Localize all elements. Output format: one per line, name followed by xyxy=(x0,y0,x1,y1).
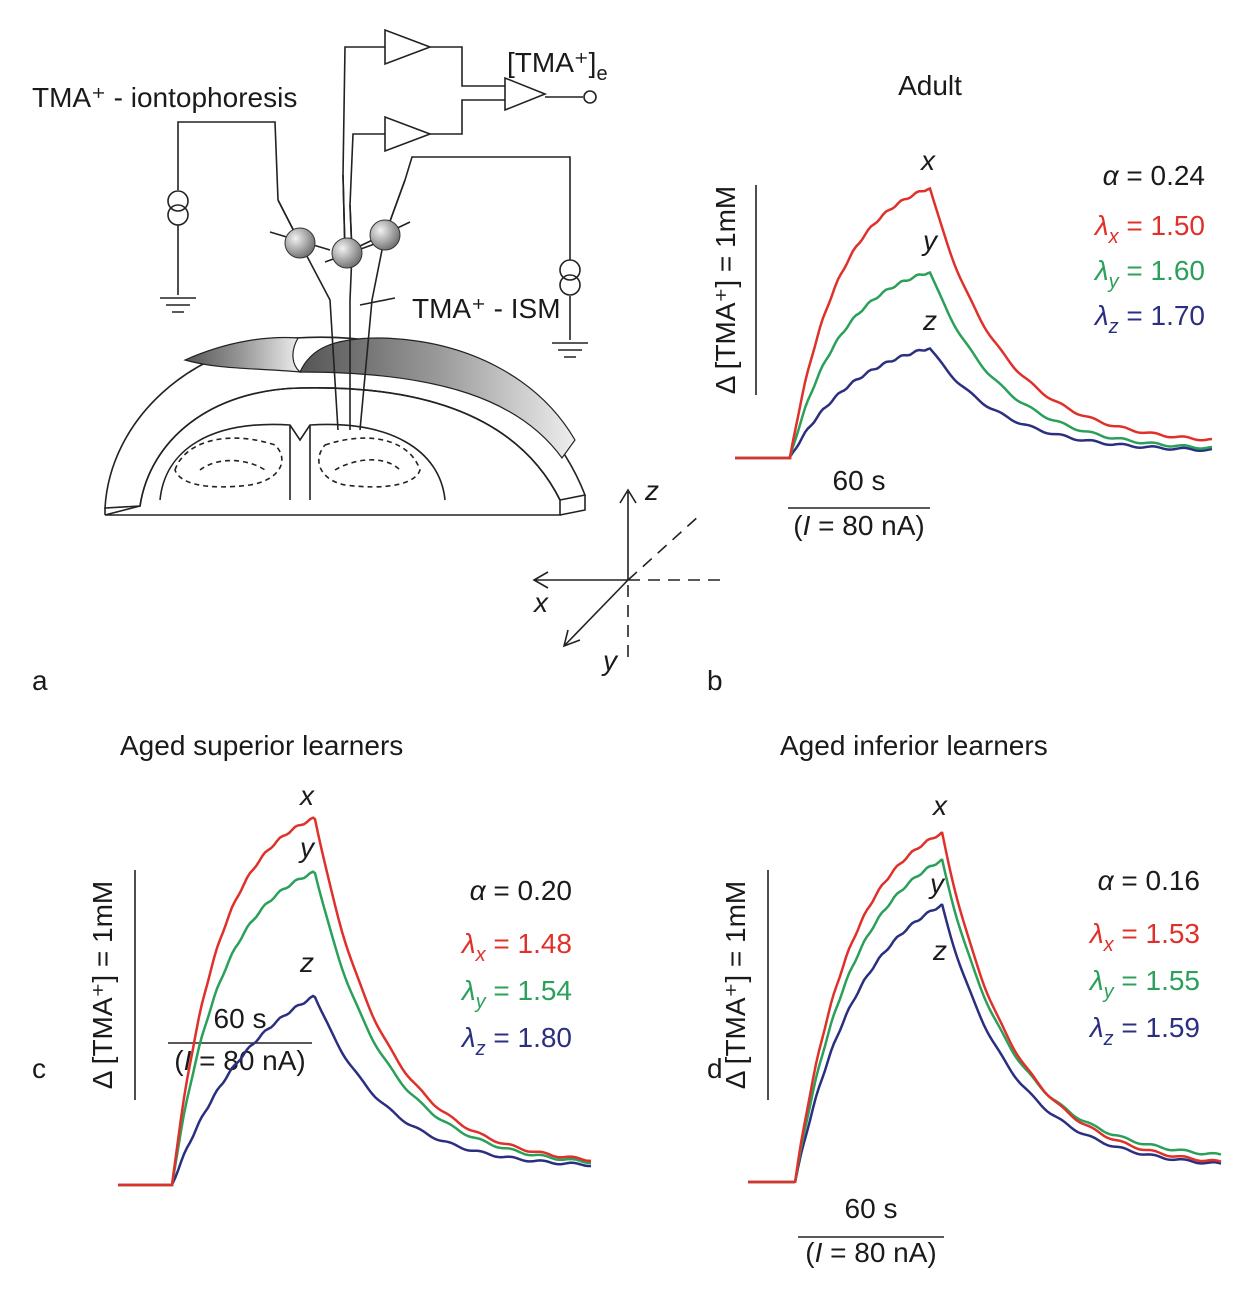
parameter: λy = 1.60 xyxy=(1093,255,1205,293)
trace xyxy=(118,816,592,1187)
scale-label: Δ [TMA⁺] = 1mM xyxy=(720,881,751,1090)
time-label: 60 s xyxy=(214,1003,267,1034)
current-label: (I = 80 nA) xyxy=(174,1045,306,1076)
trace xyxy=(118,994,591,1187)
scale-label: Δ [TMA⁺] = 1mM xyxy=(87,881,118,1090)
output-sub: e xyxy=(596,63,607,85)
scale-label: Δ [TMA⁺] = 1mM xyxy=(710,186,741,395)
iontophoresis-label: TMA⁺ - iontophoresis xyxy=(32,82,297,113)
panel-label: c xyxy=(32,1053,46,1084)
time-label: 60 s xyxy=(845,1193,898,1224)
param-sub: y xyxy=(474,991,487,1013)
param-text: = 1.53 xyxy=(1114,918,1200,949)
parameter: α = 0.16 xyxy=(1098,865,1200,896)
param-text: = 1.59 xyxy=(1114,1012,1200,1043)
param-symbol: λ xyxy=(460,928,476,959)
parameter: λz = 1.80 xyxy=(460,1022,572,1060)
parameter: λy = 1.55 xyxy=(1088,965,1200,1003)
parameter: α = 0.24 xyxy=(1103,160,1205,191)
param-symbol: α xyxy=(1098,865,1115,896)
param-sub: x xyxy=(1103,934,1115,956)
axis-label: z xyxy=(644,475,659,506)
trace xyxy=(748,903,1222,1184)
trace xyxy=(748,858,1222,1184)
param-sub: y xyxy=(1102,981,1115,1003)
param-symbol: α xyxy=(470,875,487,906)
trace-label: z xyxy=(299,947,314,978)
current-label: (I = 80 nA) xyxy=(793,510,925,541)
current-part: ( xyxy=(174,1045,184,1076)
param-text: = 1.70 xyxy=(1119,300,1205,331)
trace-label: x xyxy=(298,780,315,811)
current-part: = 80 nA) xyxy=(191,1045,305,1076)
param-text: = 0.20 xyxy=(486,875,572,906)
panel-title: Aged inferior learners xyxy=(780,730,1048,761)
panel-title: Adult xyxy=(898,70,962,101)
param-symbol: λ xyxy=(460,1022,476,1053)
panel-label: d xyxy=(707,1053,723,1084)
parameter: λz = 1.59 xyxy=(1088,1012,1200,1050)
trace xyxy=(735,347,1213,460)
param-text: = 0.24 xyxy=(1119,160,1205,191)
param-sub: y xyxy=(1107,271,1120,293)
param-symbol: λ xyxy=(460,975,476,1006)
current-label: (I = 80 nA) xyxy=(805,1237,937,1268)
panel-label: a xyxy=(32,665,48,696)
current-part: ( xyxy=(793,510,803,541)
current-part: = 80 nA) xyxy=(822,1237,936,1268)
parameter: λx = 1.53 xyxy=(1088,918,1200,956)
trace xyxy=(735,270,1213,460)
param-text: = 1.55 xyxy=(1114,965,1200,996)
time-label: 60 s xyxy=(833,465,886,496)
output-main: [TMA⁺] xyxy=(507,47,596,78)
trace-label: y xyxy=(921,225,939,256)
param-text: = 1.54 xyxy=(486,975,572,1006)
current-part: I xyxy=(815,1237,823,1268)
panel-a-diagram xyxy=(104,28,720,660)
parameter: α = 0.20 xyxy=(470,875,572,906)
param-symbol: α xyxy=(1103,160,1120,191)
parameter: λx = 1.48 xyxy=(460,928,572,966)
param-symbol: λ xyxy=(1093,300,1109,331)
trace xyxy=(735,186,1213,460)
param-sub: x xyxy=(1108,226,1120,248)
param-text: = 1.48 xyxy=(486,928,572,959)
axis-label: x xyxy=(532,587,549,618)
trace xyxy=(118,870,591,1187)
trace-label: y xyxy=(928,868,946,899)
parameter: λz = 1.70 xyxy=(1093,300,1205,338)
panel-title: Aged superior learners xyxy=(120,730,403,761)
ism-label: TMA⁺ - ISM xyxy=(412,293,561,324)
param-text: = 1.60 xyxy=(1119,255,1205,286)
panel-label: b xyxy=(707,665,723,696)
current-part: ( xyxy=(805,1237,815,1268)
parameter: λy = 1.54 xyxy=(460,975,572,1013)
current-part: = 80 nA) xyxy=(810,510,924,541)
parameter: λx = 1.50 xyxy=(1093,210,1205,248)
trace-label: z xyxy=(932,935,947,966)
param-symbol: λ xyxy=(1093,255,1109,286)
param-sub: z xyxy=(1103,1028,1114,1050)
param-sub: z xyxy=(475,1038,486,1060)
trace xyxy=(748,831,1222,1184)
param-sub: z xyxy=(1108,316,1119,338)
param-sub: x xyxy=(475,944,487,966)
param-symbol: λ xyxy=(1093,210,1109,241)
trace-label: y xyxy=(298,832,316,863)
param-symbol: λ xyxy=(1088,1012,1104,1043)
param-text: = 1.80 xyxy=(486,1022,572,1053)
axis-label: y xyxy=(601,645,619,676)
param-symbol: λ xyxy=(1088,965,1104,996)
param-text: = 1.50 xyxy=(1119,210,1205,241)
trace-label: x xyxy=(931,790,948,821)
current-part: I xyxy=(803,510,811,541)
param-text: = 0.16 xyxy=(1114,865,1200,896)
trace-label: x xyxy=(919,145,936,176)
trace-label: z xyxy=(922,305,937,336)
param-symbol: λ xyxy=(1088,918,1104,949)
output-label: [TMA⁺]e xyxy=(507,47,608,85)
current-part: I xyxy=(184,1045,192,1076)
